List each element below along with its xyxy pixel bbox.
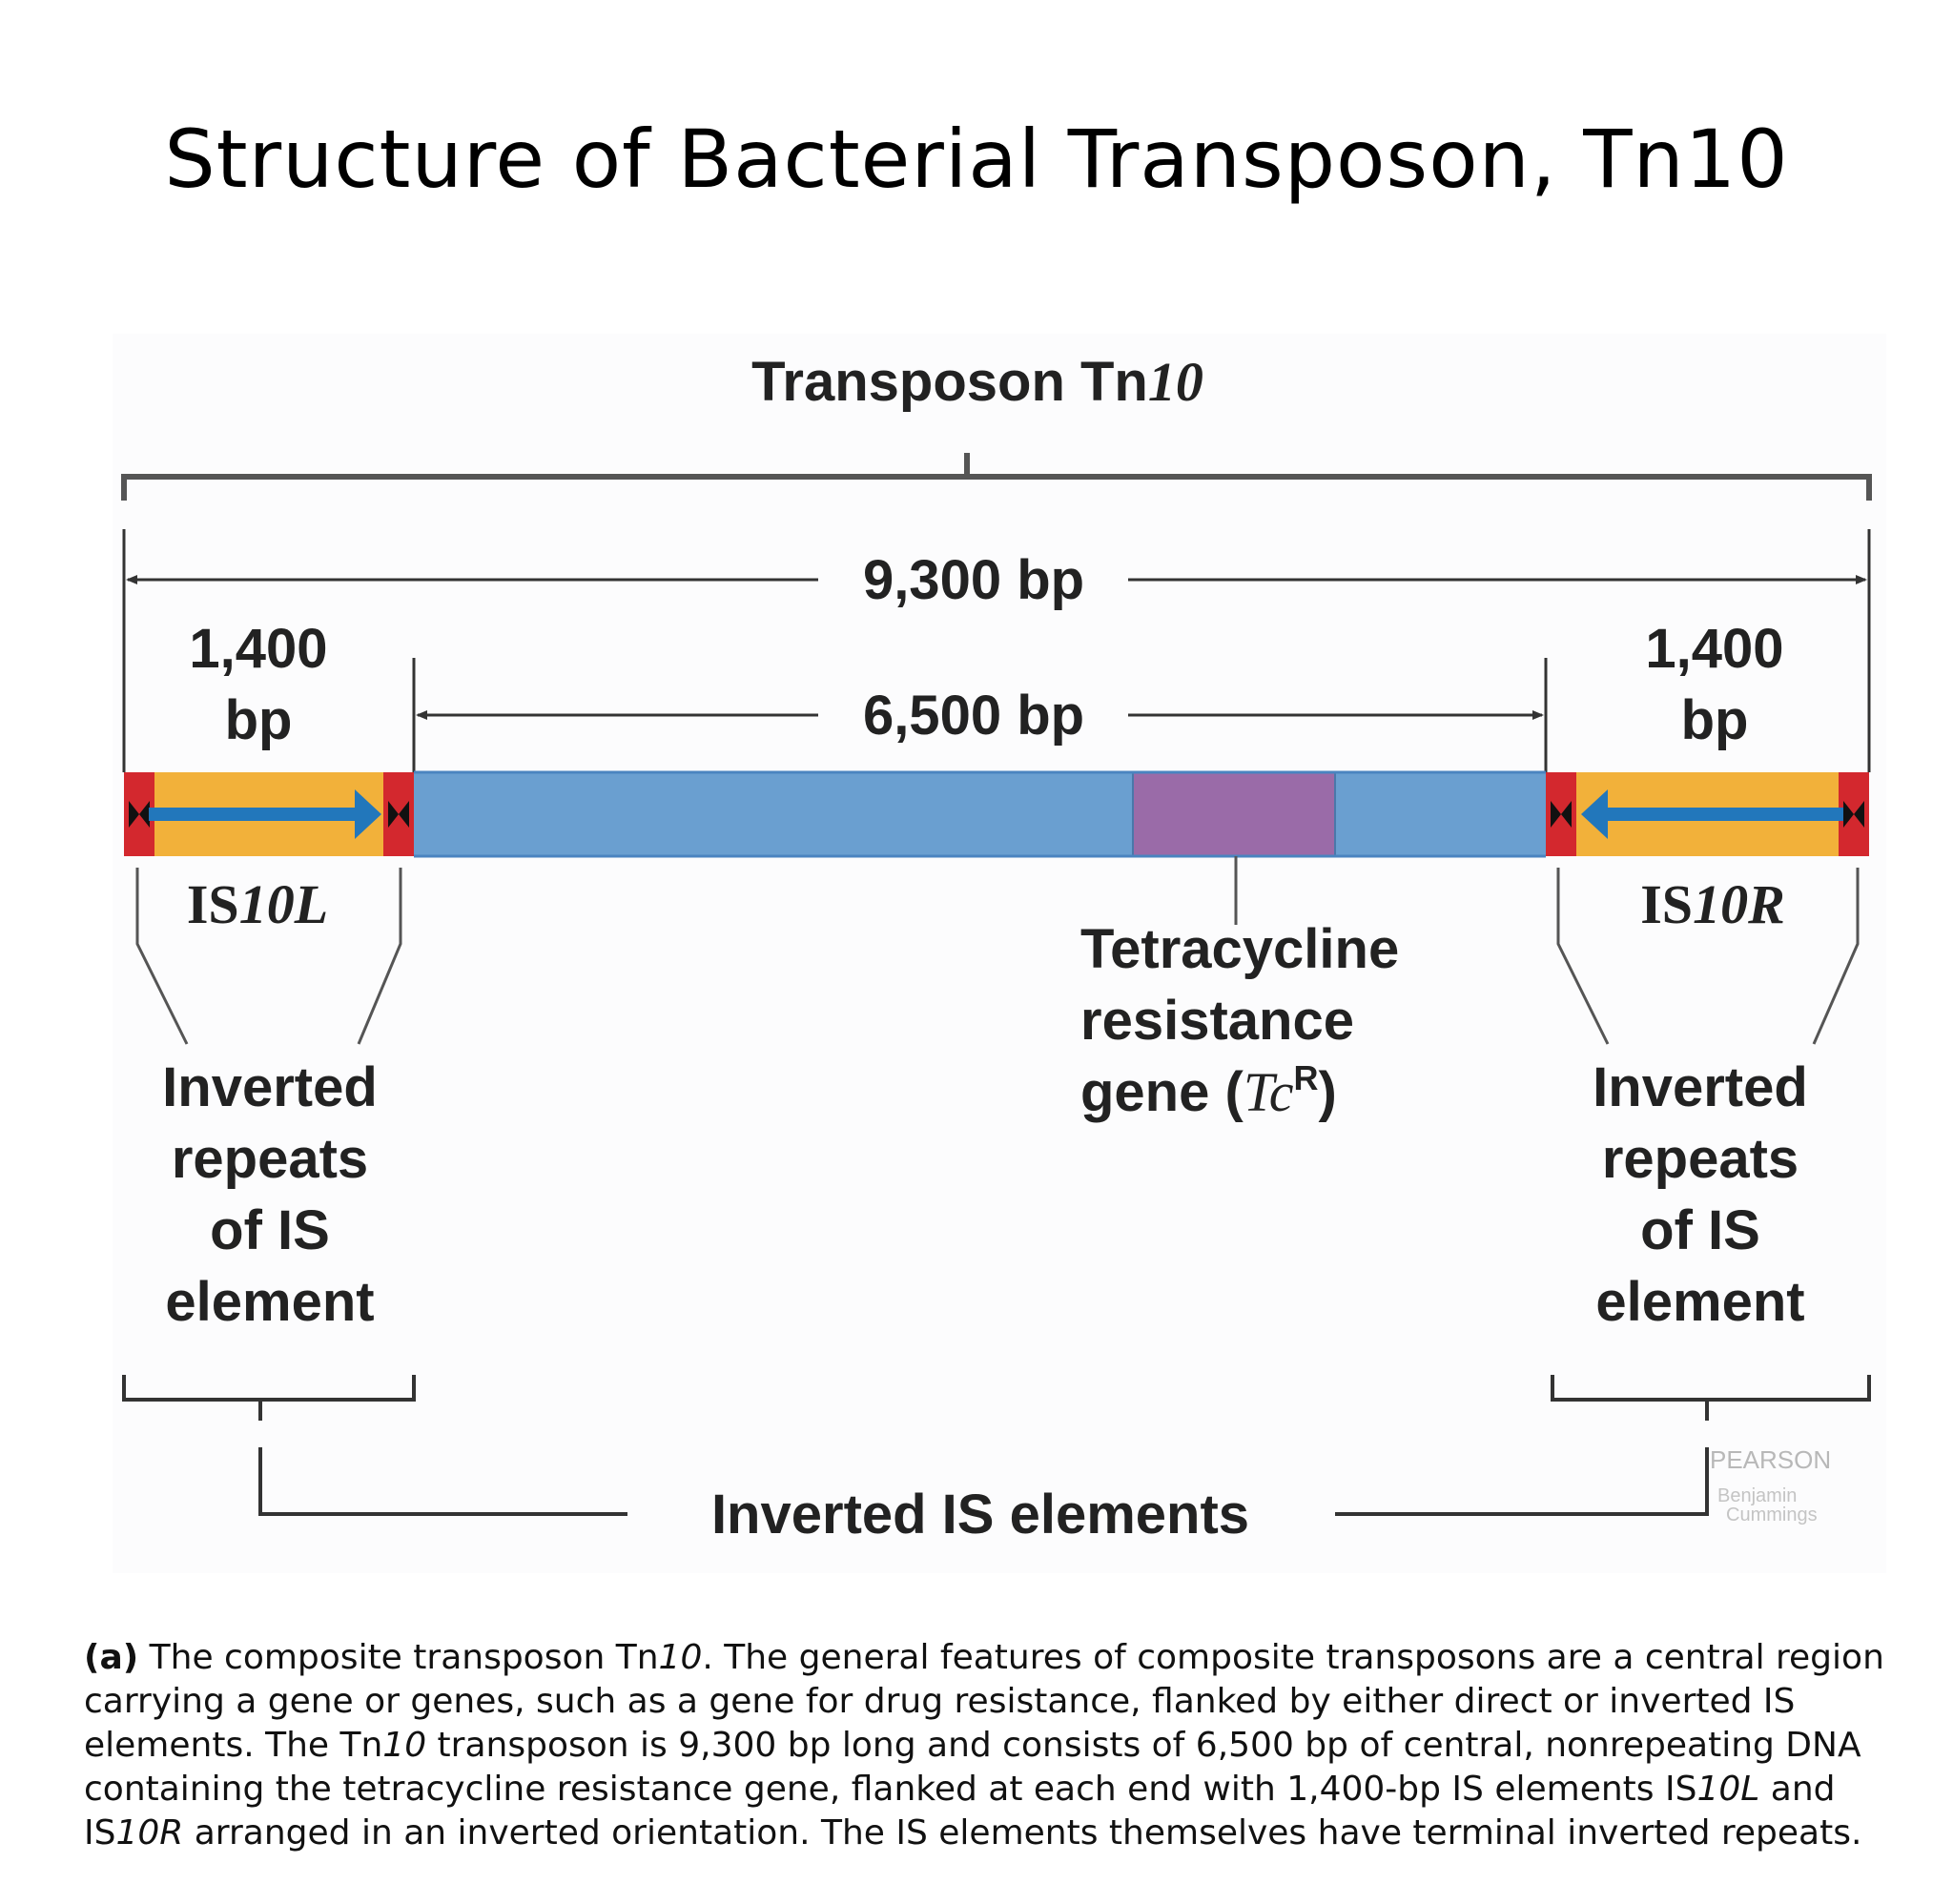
tc-gene-label-line2: resistance	[1080, 990, 1354, 1052]
central-length-dimension	[412, 658, 1548, 772]
svg-text:repeats: repeats	[1602, 1128, 1799, 1190]
right-inverted-repeats-label: Inverted repeats of IS element	[1593, 1056, 1808, 1333]
dna-bar	[124, 770, 1869, 858]
caption-italic: 10R	[115, 1813, 184, 1853]
transposon-bracket	[121, 453, 1872, 501]
svg-text:of IS: of IS	[1640, 1199, 1760, 1261]
is10r-label: IS10R	[1640, 873, 1785, 935]
left-is-length-line1: 1,400	[189, 618, 327, 680]
central-length-label: 6,500 bp	[863, 685, 1084, 747]
total-length-label: 9,300 bp	[863, 549, 1084, 611]
tc-gene-label-line1: Tetracycline	[1080, 918, 1399, 980]
total-length-dimension	[122, 529, 1871, 772]
svg-text:Benjamin: Benjamin	[1717, 1485, 1797, 1506]
svg-text:of IS: of IS	[210, 1199, 330, 1261]
is10l-label: IS10L	[187, 873, 328, 935]
svg-text:PEARSON: PEARSON	[1710, 1445, 1831, 1474]
svg-text:Cummings: Cummings	[1726, 1505, 1818, 1525]
central-region	[414, 772, 1546, 856]
right-is-length-line2: bp	[1681, 689, 1749, 751]
caption-text: transposon is 9,300 bp long and consists…	[84, 1726, 1861, 1809]
svg-text:repeats: repeats	[172, 1128, 368, 1190]
caption-label: (a)	[84, 1638, 139, 1677]
svg-text:element: element	[165, 1271, 374, 1333]
left-inverted-repeats-label: Inverted repeats of IS element	[162, 1056, 378, 1333]
caption-text: arranged in an inverted orientation. The…	[183, 1813, 1862, 1853]
caption-text: . The general features of composite tran…	[84, 1638, 1884, 1765]
inverted-is-bracket	[122, 1375, 1871, 1516]
tn10-diagram-svg: Transposon Tn10 9,300 bp 6,500 bp 1,400 …	[121, 351, 1872, 1546]
slide-title: Structure of Bacterial Transposon, Tn10	[164, 113, 1789, 206]
caption-text: The composite transposon Tn	[138, 1638, 659, 1677]
transposon-label: Transposon Tn10	[751, 351, 1203, 413]
tc-gene-region	[1133, 772, 1335, 856]
figure-caption: (a) The composite transposon Tn10. The g…	[84, 1636, 1896, 1855]
publisher-logo: PEARSON Benjamin Cummings	[1710, 1445, 1831, 1525]
is-callout-lines	[135, 856, 1860, 1045]
svg-text:Inverted: Inverted	[1593, 1056, 1808, 1118]
tn10-diagram: Transposon Tn10 9,300 bp 6,500 bp 1,400 …	[113, 334, 1886, 1573]
svg-text:element: element	[1595, 1271, 1804, 1333]
caption-italic: 10	[382, 1726, 427, 1765]
caption-italic: 10L	[1696, 1770, 1760, 1809]
caption-text: and IS	[84, 1770, 1836, 1853]
tc-gene-label-line3: gene (TcR)	[1080, 1058, 1337, 1123]
svg-text:Inverted: Inverted	[162, 1056, 378, 1118]
inverted-is-elements-label: Inverted IS elements	[711, 1484, 1249, 1546]
right-is-length-line1: 1,400	[1645, 618, 1783, 680]
caption-italic: 10	[658, 1638, 703, 1677]
left-is-length-line2: bp	[225, 689, 293, 751]
